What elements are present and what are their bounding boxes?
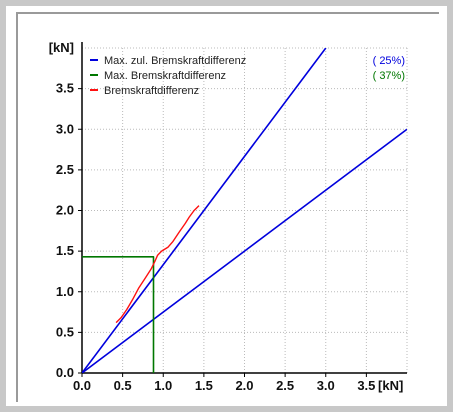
legend-label: Max. zul. Bremskraftdifferenz bbox=[104, 55, 246, 67]
y-tick-label: 2.5 bbox=[56, 162, 74, 177]
series-line bbox=[82, 48, 327, 373]
tick-labels: 0.0 0.5 1.0 1.5 2.0 2.5 3.0 3.5 0.0 0.5 1.0 1.5 2.0 2… bbox=[49, 40, 404, 393]
axes bbox=[78, 42, 407, 377]
x-tick-label: 2.5 bbox=[276, 378, 294, 393]
series-line bbox=[115, 205, 200, 324]
y-tick-label: 3.5 bbox=[56, 81, 74, 96]
y-tick-label: 1.5 bbox=[56, 243, 74, 258]
series-line bbox=[82, 128, 407, 373]
legend-percent: ( 37%) bbox=[373, 70, 405, 82]
grid bbox=[82, 47, 408, 373]
legend: Max. zul. Bremskraftdifferenz ( 25%) Max. … bbox=[90, 55, 405, 97]
series-line bbox=[82, 256, 155, 373]
x-tick-label: 1.0 bbox=[154, 378, 172, 393]
x-tick-label: 1.5 bbox=[195, 378, 213, 393]
y-tick-label: 2.0 bbox=[56, 203, 74, 218]
y-tick-label: 1.0 bbox=[56, 284, 74, 299]
y-tick-label: 0.5 bbox=[56, 324, 74, 339]
series-lines bbox=[82, 48, 407, 373]
x-unit-label: [kN] bbox=[378, 378, 403, 393]
y-tick-label: 0.0 bbox=[56, 365, 74, 380]
legend-percent: ( 25%) bbox=[373, 55, 405, 67]
x-tick-label: 0.0 bbox=[73, 378, 91, 393]
x-tick-label: 0.5 bbox=[114, 378, 132, 393]
legend-label: Bremskraftdifferenz bbox=[104, 85, 199, 97]
x-tick-label: 3.5 bbox=[357, 378, 375, 393]
chart-frame-inner bbox=[16, 12, 439, 402]
x-tick-label: 2.0 bbox=[235, 378, 253, 393]
legend-label: Max. Bremskraftdifferenz bbox=[104, 70, 226, 82]
y-unit-label: [kN] bbox=[49, 40, 74, 55]
x-tick-label: 3.0 bbox=[317, 378, 335, 393]
y-tick-label: 3.0 bbox=[56, 121, 74, 136]
